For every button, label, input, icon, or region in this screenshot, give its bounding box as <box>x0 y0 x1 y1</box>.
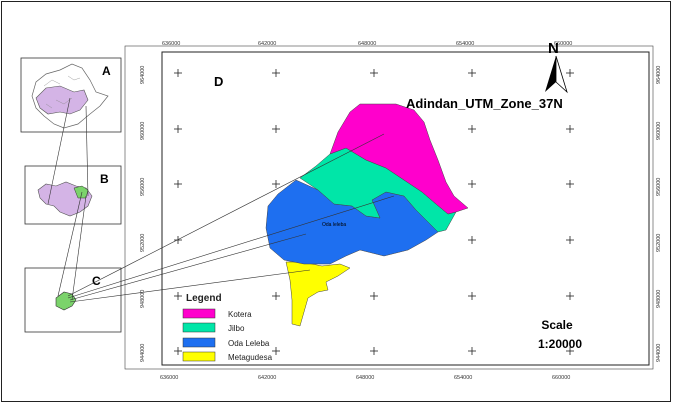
north-arrow-icon: N <box>545 40 568 94</box>
scale-title: Scale <box>541 318 573 332</box>
y-tick-label: 952000 <box>140 234 146 252</box>
legend: Legend Kotera Jilbo Oda Leleba Metagudes… <box>182 293 273 362</box>
y-tick-label: 964000 <box>140 66 146 84</box>
panel-label-d: D <box>214 74 223 89</box>
inset-a-region <box>35 85 89 115</box>
y-ticks-left: 964000 960000 956000 952000 948000 94400… <box>140 66 146 362</box>
legend-label-kotera: Kotera <box>228 310 252 319</box>
x-tick-label: 642000 <box>258 375 276 381</box>
legend-label-oda-leleba: Oda Leleba <box>228 339 270 348</box>
scale-value: 1:20000 <box>538 337 582 351</box>
inset-c-label: C <box>92 274 101 288</box>
north-letter: N <box>548 40 559 57</box>
x-tick-label: 648000 <box>358 41 376 47</box>
inset-a-label: A <box>102 64 111 78</box>
y-tick-label: 948000 <box>656 290 662 308</box>
inset-b-district <box>73 185 89 199</box>
y-tick-label: 956000 <box>140 178 146 196</box>
x-tick-label: 660000 <box>554 41 572 47</box>
main-map-outer-frame <box>124 45 654 370</box>
x-tick-label: 636000 <box>162 41 180 47</box>
legend-title: Legend <box>186 293 222 304</box>
legend-label-jilbo: Jilbo <box>228 324 245 333</box>
leader-lines <box>67 133 395 303</box>
y-tick-label: 952000 <box>656 234 662 252</box>
metagudesa-area <box>285 261 351 327</box>
y-tick-label: 944000 <box>140 344 146 362</box>
legend-swatch-kotera <box>182 308 216 319</box>
y-tick-label: 960000 <box>656 122 662 140</box>
y-ticks-right: 964000 960000 956000 952000 948000 94400… <box>656 66 662 362</box>
y-tick-label: 960000 <box>140 122 146 140</box>
oda-leleba-map-label: Oda leleba <box>322 222 346 228</box>
x-tick-label: 636000 <box>160 375 178 381</box>
x-ticks-top: 636000 642000 648000 654000 660000 <box>162 41 572 47</box>
kotera-area <box>329 103 469 215</box>
x-tick-label: 648000 <box>356 375 374 381</box>
y-tick-label: 964000 <box>656 66 662 84</box>
x-ticks-bottom: 636000 642000 648000 654000 660000 <box>160 375 570 381</box>
legend-swatch-oda-leleba <box>182 337 216 348</box>
y-tick-label: 956000 <box>656 178 662 196</box>
inset-connectors <box>47 97 89 301</box>
projection-label: Adindan_UTM_Zone_37N <box>406 96 563 111</box>
legend-label-metagudesa: Metagudesa <box>228 353 273 362</box>
x-tick-label: 654000 <box>456 41 474 47</box>
x-tick-label: 642000 <box>258 41 276 47</box>
inset-b-label: B <box>100 172 109 186</box>
y-tick-label: 944000 <box>656 344 662 362</box>
inset-c-district <box>55 291 77 311</box>
y-tick-label: 948000 <box>140 290 146 308</box>
inset-a-borders <box>43 75 81 109</box>
x-tick-label: 654000 <box>454 375 472 381</box>
x-tick-label: 660000 <box>552 375 570 381</box>
legend-swatch-metagudesa <box>182 351 216 362</box>
legend-swatch-jilbo <box>182 322 216 333</box>
